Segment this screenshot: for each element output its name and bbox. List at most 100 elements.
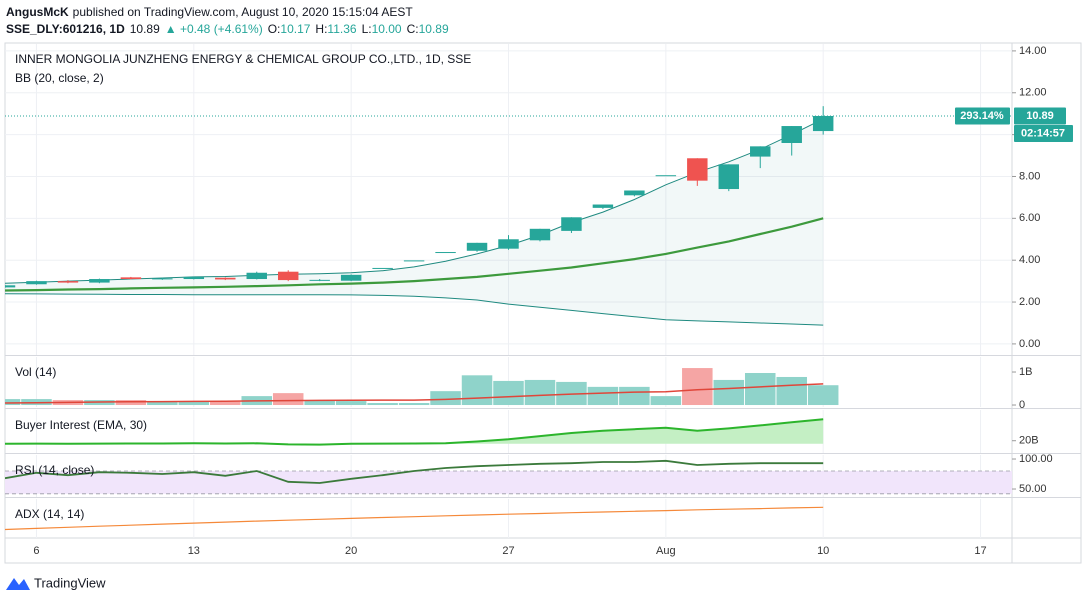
y-tick-label: 0: [1019, 399, 1025, 411]
published: published on TradingView.com, August 10,…: [73, 5, 414, 19]
candle-body: [57, 281, 79, 283]
ohlc-label: C:: [407, 22, 419, 36]
bb-lower: [5, 293, 824, 326]
bb-upper: [5, 118, 824, 284]
volume-bar: [713, 379, 745, 406]
candle-body: [812, 115, 834, 132]
bb-fill: [5, 118, 824, 326]
volume-bar: [493, 380, 524, 406]
candle-body: [120, 277, 142, 280]
volume-bar: [210, 401, 241, 406]
candle-body: [5, 285, 16, 288]
symbol-line: SSE_DLY:601216, 1D 10.89 ▲ +0.48 (+4.61%) O…: [6, 22, 449, 36]
candle-body: [403, 260, 425, 262]
candle-body: [215, 277, 236, 280]
volume-bar: [272, 393, 304, 406]
y-tick-label: 2.00: [1019, 296, 1040, 308]
tradingview-logo: TradingView: [6, 575, 106, 590]
candle-body: [246, 272, 267, 280]
candle-body: [781, 126, 802, 143]
candle-body: [435, 252, 456, 254]
volume-bar: [178, 401, 210, 406]
panel-title: INNER MONGOLIA JUNZHENG ENERGY & CHEMICA…: [15, 52, 471, 66]
y-tick-label: 4.00: [1019, 254, 1040, 266]
panel-title: ADX (14, 14): [15, 507, 84, 521]
volume-bar: [524, 379, 556, 406]
last-price-box: [1014, 107, 1066, 125]
volume-bar: [744, 373, 776, 406]
ohlc-value: 10.00: [372, 22, 402, 36]
x-tick-label: 27: [502, 545, 514, 557]
volume-bar: [115, 400, 147, 406]
y-tick-label: 12.00: [1019, 87, 1047, 99]
indicator-line: [5, 459, 824, 484]
candle-body: [592, 204, 614, 208]
ohlc-label: H:: [315, 22, 327, 36]
volume-bar: [807, 385, 839, 406]
y-tick-label: 8.00: [1019, 170, 1040, 182]
y-tick-label: 100.00: [1019, 453, 1053, 465]
x-tick-label: 17: [974, 545, 986, 557]
rsi-band: [5, 471, 1012, 494]
x-tick-label: Aug: [656, 545, 676, 557]
volume-bar: [650, 396, 682, 406]
x-tick-label: 6: [33, 545, 39, 557]
indicator-line: [5, 506, 824, 531]
panel-title: Vol (14): [15, 365, 56, 379]
logo-shape: [6, 578, 30, 590]
last-price-label: 10.89: [1026, 110, 1054, 122]
volume-bar: [398, 403, 430, 406]
ohlc-label: L:: [362, 22, 372, 36]
candle-body: [561, 217, 582, 231]
volume-bar: [461, 375, 493, 406]
y-tick-label: 6.00: [1019, 212, 1040, 224]
candle-body: [309, 279, 330, 281]
panel-title: Buyer Interest (EMA, 30): [15, 418, 147, 432]
volume-bar: [5, 399, 21, 406]
y-tick-label: 1B: [1019, 366, 1032, 378]
ohlc-label: O:: [268, 22, 281, 36]
x-tick-label: 13: [188, 545, 200, 557]
candle-body: [655, 175, 677, 177]
ohlc-value: 10.89: [419, 22, 449, 36]
volume-bar: [335, 401, 367, 406]
y-tick-label: 20B: [1019, 435, 1039, 447]
overlay: 6132027Aug10170.002.004.006.008.0010.001…: [5, 45, 1081, 557]
volume-bar: [430, 391, 461, 406]
candle-body: [372, 267, 393, 269]
chart-frame: [4, 42, 1082, 564]
candle-body: [183, 276, 205, 280]
candle-body: [26, 281, 47, 285]
candle-body: [466, 242, 488, 251]
candle-body: [277, 271, 299, 281]
volume-ma: [5, 383, 824, 404]
candle-body: [498, 239, 519, 249]
ohlc-value: 11.36: [327, 22, 356, 36]
countdown: 02:14:57: [1021, 127, 1065, 139]
published-line: AngusMcK published on TradingView.com, Au…: [6, 5, 413, 19]
ohlc-value: 10.17: [280, 22, 310, 36]
footer-brand: TradingView: [34, 575, 106, 590]
candle-body: [529, 228, 551, 241]
change-label: 293.14%: [960, 110, 1004, 122]
candle-body: [340, 274, 362, 281]
panel-subtitle: BB (20, close, 2): [15, 71, 104, 85]
author: AngusMcK: [6, 5, 69, 19]
candle-body: [89, 279, 110, 283]
volume-bar: [367, 403, 398, 406]
area-fill: [5, 419, 824, 445]
area-line: [5, 418, 824, 446]
y-tick-label: 14.00: [1019, 45, 1047, 57]
x-tick-label: 10: [817, 545, 829, 557]
last-price: 10.89: [130, 22, 160, 36]
x-tick-label: 20: [345, 545, 357, 557]
volume-bar: [682, 368, 713, 406]
volume-bar: [304, 400, 335, 406]
candle-body: [718, 164, 740, 190]
plot-area: [5, 44, 1012, 538]
symbol: SSE_DLY:601216, 1D: [6, 22, 125, 36]
volume-bar: [147, 401, 178, 406]
candle-body: [624, 190, 645, 196]
volume-bar: [587, 386, 619, 406]
